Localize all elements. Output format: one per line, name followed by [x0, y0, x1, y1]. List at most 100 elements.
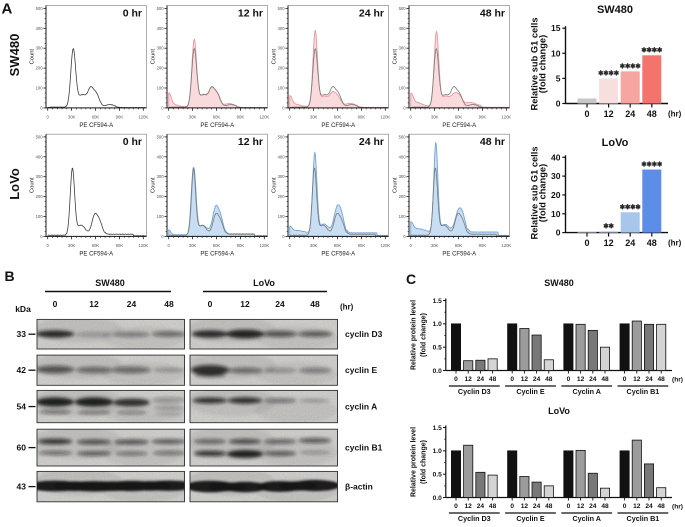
- svg-text:24: 24: [533, 503, 541, 510]
- svg-text:Count: Count: [272, 49, 278, 65]
- svg-text:0: 0: [289, 243, 292, 248]
- svg-text:Count: Count: [30, 49, 36, 65]
- svg-text:0: 0: [53, 299, 58, 309]
- svg-text:0: 0: [454, 503, 458, 510]
- svg-text:400: 400: [36, 154, 44, 159]
- svg-text:400: 400: [399, 154, 407, 159]
- svg-text:C: C: [406, 271, 416, 287]
- svg-text:500: 500: [399, 134, 407, 139]
- svg-text:400: 400: [157, 26, 165, 31]
- svg-text:24 hr: 24 hr: [359, 136, 384, 148]
- svg-text:1.5: 1.5: [433, 298, 442, 305]
- svg-text:24: 24: [645, 503, 653, 510]
- svg-text:SW480: SW480: [544, 278, 574, 288]
- svg-text:12: 12: [89, 299, 99, 309]
- svg-text:0: 0: [403, 105, 406, 110]
- svg-text:LoVo: LoVo: [548, 406, 570, 416]
- svg-text:1.0: 1.0: [433, 448, 442, 455]
- svg-text:48: 48: [647, 109, 657, 119]
- svg-text:500: 500: [36, 6, 44, 11]
- svg-text:100: 100: [36, 214, 44, 219]
- svg-text:PE CF594-A: PE CF594-A: [442, 123, 476, 129]
- svg-text:42: 42: [17, 365, 27, 375]
- svg-text:24: 24: [589, 376, 597, 383]
- svg-text:LoVo: LoVo: [7, 168, 22, 200]
- svg-text:30K: 30K: [310, 243, 318, 248]
- svg-text:Relative protein level: Relative protein level: [411, 300, 418, 370]
- svg-text:PE CF594-A: PE CF594-A: [79, 252, 113, 258]
- svg-text:(hr): (hr): [340, 303, 354, 312]
- svg-text:200: 200: [157, 194, 165, 199]
- svg-text:0.5: 0.5: [433, 471, 442, 478]
- svg-text:0: 0: [403, 234, 406, 239]
- svg-text:Cyclin B1: Cyclin B1: [627, 387, 660, 396]
- svg-text:24: 24: [477, 503, 485, 510]
- svg-text:200: 200: [278, 66, 286, 71]
- svg-text:48: 48: [658, 376, 666, 383]
- svg-text:0: 0: [567, 376, 571, 383]
- svg-text:0.5: 0.5: [433, 344, 442, 351]
- svg-text:43: 43: [17, 482, 27, 492]
- svg-text:0: 0: [289, 115, 292, 120]
- svg-text:LoVo: LoVo: [253, 278, 275, 288]
- svg-text:100: 100: [157, 86, 165, 91]
- svg-text:Cyclin B1: Cyclin B1: [627, 514, 660, 523]
- svg-text:120K: 120K: [138, 115, 148, 120]
- svg-text:60K: 60K: [334, 243, 342, 248]
- svg-text:24: 24: [589, 503, 597, 510]
- svg-text:500: 500: [36, 134, 44, 139]
- svg-text:Cyclin D3: Cyclin D3: [458, 387, 491, 396]
- svg-text:12: 12: [465, 376, 473, 383]
- svg-text:20: 20: [551, 190, 561, 200]
- svg-text:0: 0: [47, 115, 50, 120]
- svg-text:100: 100: [278, 214, 286, 219]
- svg-text:Cyclin A: Cyclin A: [572, 387, 601, 396]
- svg-text:300: 300: [399, 174, 407, 179]
- svg-text:Cyclin E: Cyclin E: [516, 387, 545, 396]
- svg-text:0: 0: [168, 115, 171, 120]
- svg-text:PE CF594-A: PE CF594-A: [200, 252, 234, 258]
- svg-text:SW480: SW480: [597, 4, 633, 16]
- svg-text:48: 48: [601, 376, 609, 383]
- svg-text:(hr): (hr): [672, 504, 683, 511]
- svg-text:0: 0: [623, 503, 627, 510]
- svg-text:40: 40: [551, 152, 561, 162]
- svg-text:120K: 120K: [380, 115, 390, 120]
- svg-text:48: 48: [489, 503, 497, 510]
- svg-text:0.0: 0.0: [433, 495, 442, 502]
- svg-text:200: 200: [399, 66, 407, 71]
- svg-text:33: 33: [17, 329, 27, 339]
- svg-text:B: B: [5, 268, 15, 284]
- svg-text:100: 100: [157, 214, 165, 219]
- svg-text:300: 300: [36, 174, 44, 179]
- svg-text:24: 24: [625, 238, 635, 248]
- svg-text:(fold change): (fold change): [538, 35, 548, 93]
- svg-text:30K: 30K: [310, 115, 318, 120]
- svg-text:0: 0: [584, 109, 589, 119]
- svg-text:12: 12: [465, 503, 473, 510]
- svg-text:30K: 30K: [189, 243, 197, 248]
- svg-text:0: 0: [584, 238, 589, 248]
- svg-text:12: 12: [633, 376, 641, 383]
- svg-text:12 hr: 12 hr: [238, 7, 263, 19]
- svg-text:Count: Count: [151, 49, 157, 65]
- svg-text:30K: 30K: [431, 243, 439, 248]
- svg-text:90K: 90K: [237, 115, 245, 120]
- svg-text:0: 0: [410, 243, 413, 248]
- svg-text:120K: 120K: [259, 115, 269, 120]
- svg-text:60K: 60K: [455, 115, 463, 120]
- svg-text:48: 48: [601, 503, 609, 510]
- svg-text:0 hr: 0 hr: [123, 136, 142, 148]
- svg-text:PE CF594-A: PE CF594-A: [321, 123, 355, 129]
- svg-text:24: 24: [127, 299, 137, 309]
- svg-text:0: 0: [40, 234, 43, 239]
- svg-text:0: 0: [410, 115, 413, 120]
- svg-text:120K: 120K: [138, 243, 148, 248]
- svg-text:120K: 120K: [501, 115, 511, 120]
- svg-text:400: 400: [278, 154, 286, 159]
- svg-text:500: 500: [278, 134, 286, 139]
- svg-text:300: 300: [278, 46, 286, 51]
- svg-text:0: 0: [282, 105, 285, 110]
- svg-text:400: 400: [278, 26, 286, 31]
- svg-text:(hr): (hr): [668, 110, 682, 119]
